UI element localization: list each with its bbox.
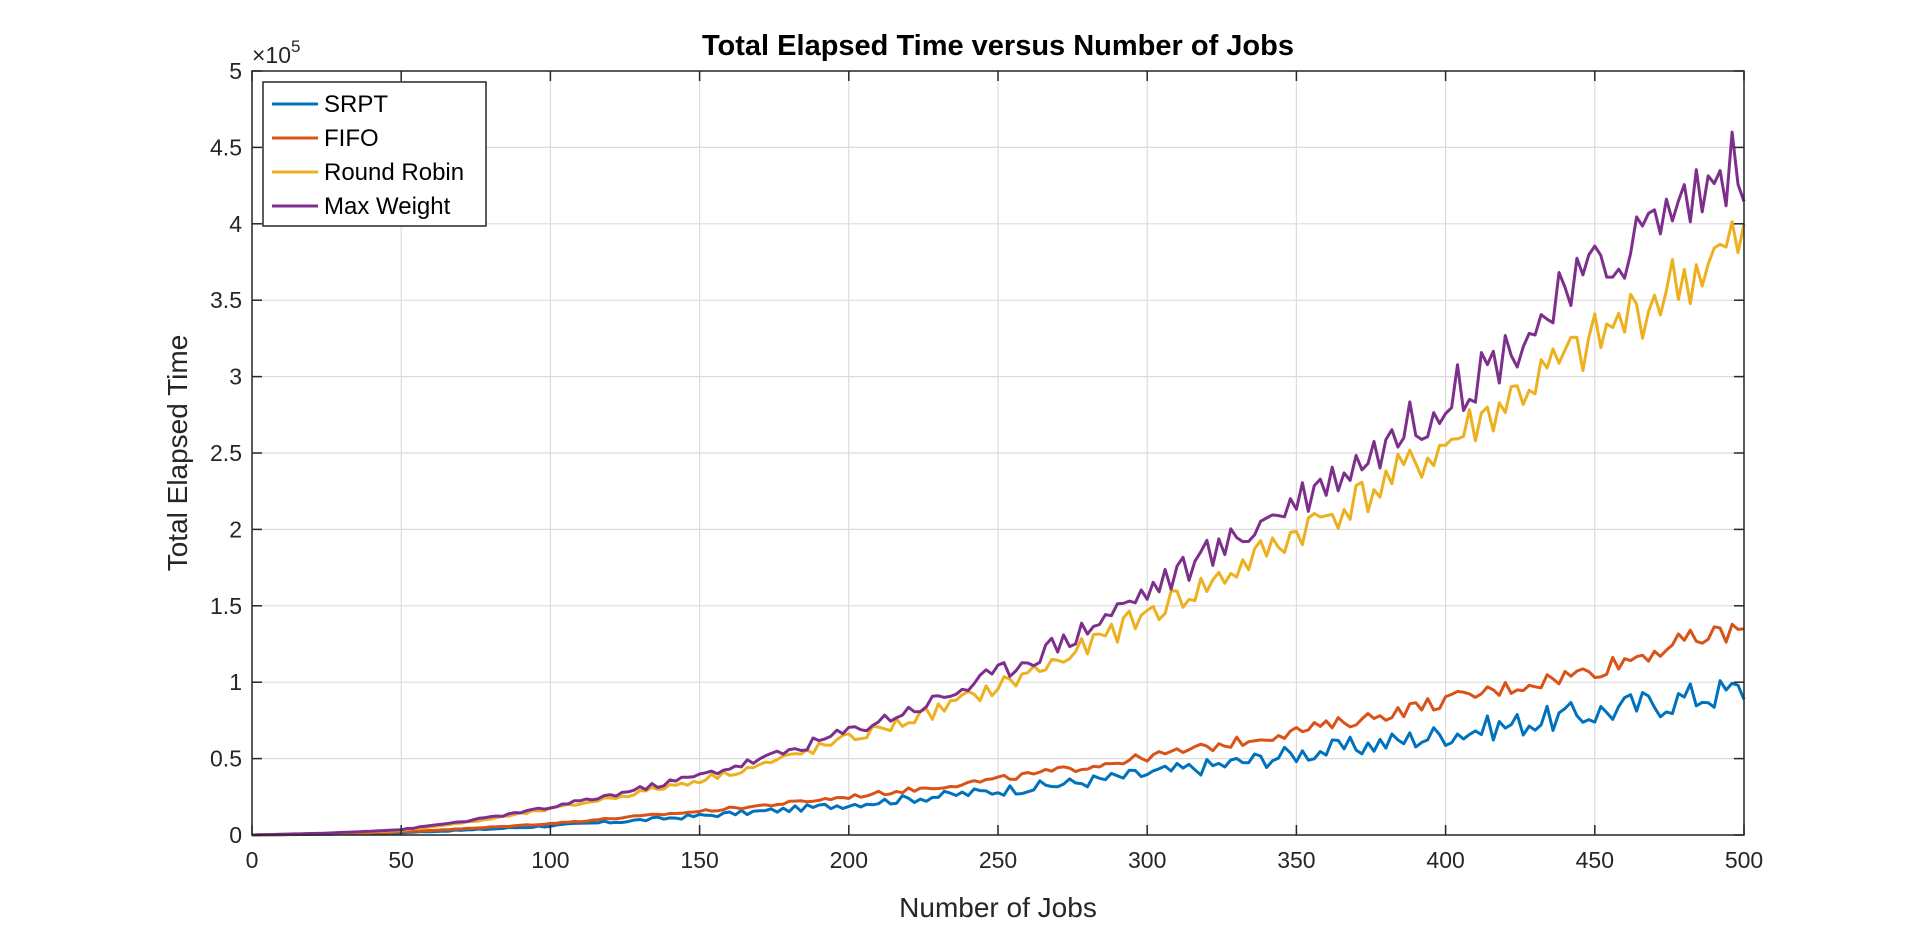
x-tick-label: 50: [388, 847, 414, 873]
series-line-max-weight: [251, 130, 1746, 837]
series-line-fifo: [251, 622, 1745, 837]
legend-label: Round Robin: [324, 159, 464, 186]
y-tick-label: 4: [229, 211, 242, 237]
x-tick-labels: 0 50 100 150 200 250 300 350 400 450 500: [246, 847, 1764, 873]
x-tick-label: 100: [531, 847, 569, 873]
x-tick-label: 250: [979, 847, 1017, 873]
legend-label: Max Weight: [324, 193, 451, 220]
x-tick-label: 400: [1426, 847, 1464, 873]
x-tick-label: 450: [1576, 847, 1614, 873]
x-tick-label: 500: [1725, 847, 1763, 873]
chart-title: Total Elapsed Time versus Number of Jobs: [702, 30, 1294, 62]
y-tick-label: 5: [229, 58, 242, 84]
legend-label: SRPT: [324, 91, 388, 118]
legend-entries: SRPT FIFO Round Robin Max Weight: [272, 91, 464, 220]
x-tick-label: 150: [680, 847, 718, 873]
x-tick-label: 0: [246, 847, 259, 873]
y-tick-label: 3: [229, 364, 242, 390]
y-tick-label: 0: [229, 822, 242, 848]
y-tick-label: 1: [229, 669, 242, 695]
y-tick-label: 2.5: [210, 440, 242, 466]
y-tick-label: 1.5: [210, 593, 242, 619]
y-tick-labels: 0 0.5 1 1.5 2 2.5 3 3.5 4 4.5 5: [210, 58, 242, 848]
y-tick-label: 3.5: [210, 287, 242, 313]
x-axis-title: Number of Jobs: [899, 892, 1097, 923]
legend-box: [262, 81, 487, 227]
y-exponent-power: 5: [291, 37, 300, 56]
y-tick-label: 4.5: [210, 134, 242, 160]
y-exponent-label: ×105: [252, 37, 300, 68]
y-axis-title: Total Elapsed Time: [162, 335, 193, 572]
series-lines: [251, 130, 1746, 837]
x-tick-label: 300: [1128, 847, 1166, 873]
y-tick-label: 2: [229, 516, 242, 542]
x-tick-label: 350: [1277, 847, 1315, 873]
x-tick-label: 200: [830, 847, 868, 873]
series-line-srpt: [251, 679, 1746, 837]
axis-ticks: [251, 70, 1745, 836]
y-exponent-base: ×10: [252, 42, 291, 68]
y-tick-label: 0.5: [210, 746, 242, 772]
legend: SRPT FIFO Round Robin Max Weight: [262, 81, 487, 227]
legend-label: FIFO: [324, 125, 379, 152]
